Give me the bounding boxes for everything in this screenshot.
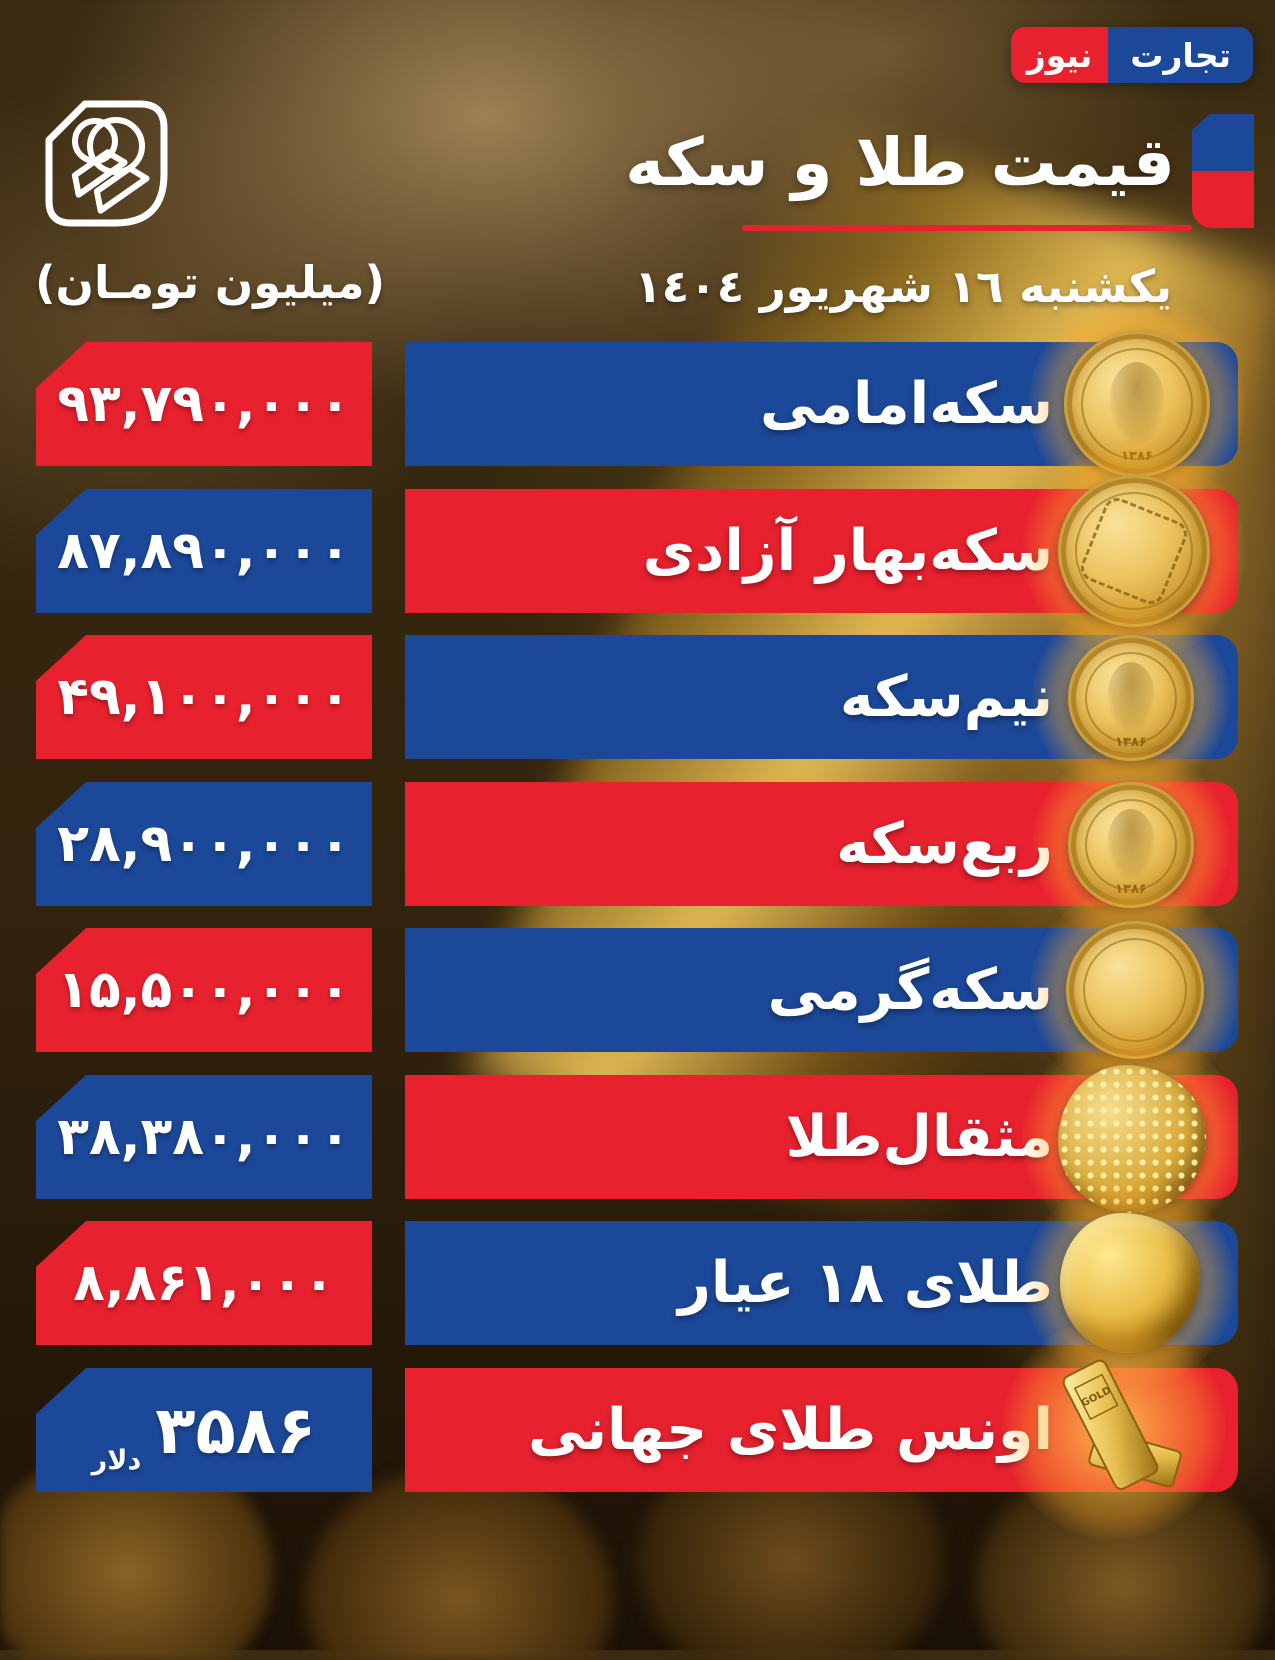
price-value: ۱۵,۵۰۰,۰۰۰ (57, 960, 351, 1020)
item-image-wrap: ۱۳۸۶ (1032, 599, 1230, 797)
page-date: یکشنبه ١٦ شهریور ١٤٠٤ (634, 260, 1172, 313)
logo-segment-tejarat: تجارت (1108, 27, 1253, 83)
price-value: ۲۸,۹۰۰,۰۰۰ (57, 814, 351, 874)
price-value: ۸,۸۶۱,۰۰۰ (73, 1253, 335, 1313)
price-row-bahar-azadi-coin: ۸۷,۸۹۰,۰۰۰ سکه‌بهار آزادی (0, 439, 1275, 663)
price-value-bar: ۴۹,۱۰۰,۰۰۰ (36, 635, 372, 759)
price-value-bar: ۱۵,۵۰۰,۰۰۰ (36, 928, 372, 1052)
price-row-quarter-coin: ۲۸,۹۰۰,۰۰۰ ربع‌سکه ۱۳۸۶ (0, 746, 1275, 944)
decoration-red-block (1192, 171, 1254, 228)
half-coin-image: ۱۳۸۶ (1068, 635, 1194, 761)
item-label: اونس طلای جهانی (527, 1397, 1053, 1463)
price-value: ۳۸,۳۸۰,۰۰۰ (57, 1107, 351, 1167)
item-label: سکه‌گرمی (767, 957, 1053, 1023)
title-underline (742, 225, 1192, 231)
price-value-bar: ۹۳,۷۹۰,۰۰۰ (36, 342, 372, 466)
price-row-emami-coin: ۹۳,۷۹۰,۰۰۰ سکه‌امامی ۱۳۸۶ (0, 295, 1275, 513)
price-row-half-coin: ۴۹,۱۰۰,۰۰۰ نیم‌سکه ۱۳۸۶ (0, 599, 1275, 797)
gold-bars-icon (45, 100, 168, 227)
item-label: نیم‌سکه (839, 664, 1053, 730)
price-row-gram-coin: ۱۵,۵۰۰,۰۰۰ سکه‌گرمی (0, 885, 1275, 1095)
price-unit-dollar: دلار (91, 1445, 142, 1476)
gold-ounce-bars-image: GOLD (1062, 1359, 1182, 1490)
logo-segment-news: نیوز (1010, 27, 1109, 83)
price-row-mesghal-gold: ۳۸,۳۸۰,۰۰۰ مثقال‌طلا (0, 1029, 1275, 1249)
item-label: طلای ١٨ عیار (678, 1250, 1053, 1316)
item-label: سکه‌بهار آزادی (642, 518, 1053, 584)
unit-note-million-toman: (میلیون تومـان) (34, 256, 386, 309)
item-label: ربع‌سکه (836, 811, 1053, 877)
price-value-bar: ۳۵۸۶ دلار (36, 1368, 372, 1492)
price-value-bar: ۳۸,۳۸۰,۰۰۰ (36, 1075, 372, 1199)
page-title: قیمت طلا و سکه (625, 124, 1176, 201)
price-value: ۸۷,۸۹۰,۰۰۰ (57, 521, 351, 581)
price-value-bar: ۸,۸۶۱,۰۰۰ (36, 1221, 372, 1345)
item-image-wrap: GOLD (1002, 1316, 1226, 1540)
decoration-blue-block (1192, 114, 1254, 171)
price-value: ۳۵۸۶ (155, 1391, 317, 1469)
title-corner-decoration (1192, 114, 1254, 228)
price-value-bar: ۲۸,۹۰۰,۰۰۰ (36, 782, 372, 906)
coin-year-text: ۱۳۸۶ (1115, 734, 1147, 750)
price-value: ۹۳,۷۹۰,۰۰۰ (57, 374, 351, 434)
price-value: ۴۹,۱۰۰,۰۰۰ (57, 667, 351, 727)
price-row-gold-ounce: ۳۵۸۶ دلار اونس طلای جهانی GOLD (0, 1316, 1275, 1540)
tejarat-news-logo: تجارت نیوز (1010, 27, 1253, 83)
price-value-bar: ۸۷,۸۹۰,۰۰۰ (36, 489, 372, 613)
item-label: مثقال‌طلا (785, 1104, 1053, 1170)
item-label: سکه‌امامی (760, 371, 1053, 437)
